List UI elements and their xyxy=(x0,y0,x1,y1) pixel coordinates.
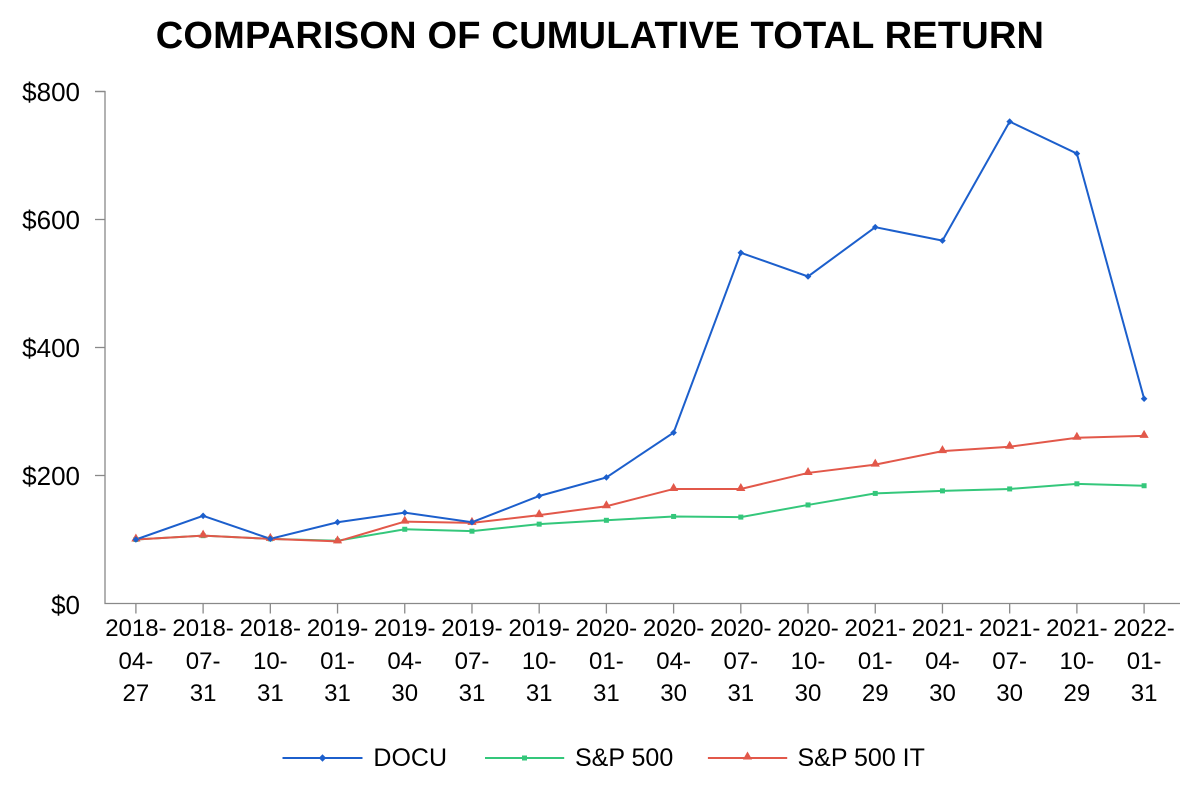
svg-text:$600: $600 xyxy=(22,205,80,235)
svg-text:$800: $800 xyxy=(22,77,80,107)
svg-text:DOCU: DOCU xyxy=(373,744,447,772)
svg-text:S&P 500: S&P 500 xyxy=(575,744,673,772)
svg-text:$200: $200 xyxy=(22,461,80,491)
svg-text:$400: $400 xyxy=(22,333,80,363)
svg-text:S&P 500 IT: S&P 500 IT xyxy=(798,744,925,772)
